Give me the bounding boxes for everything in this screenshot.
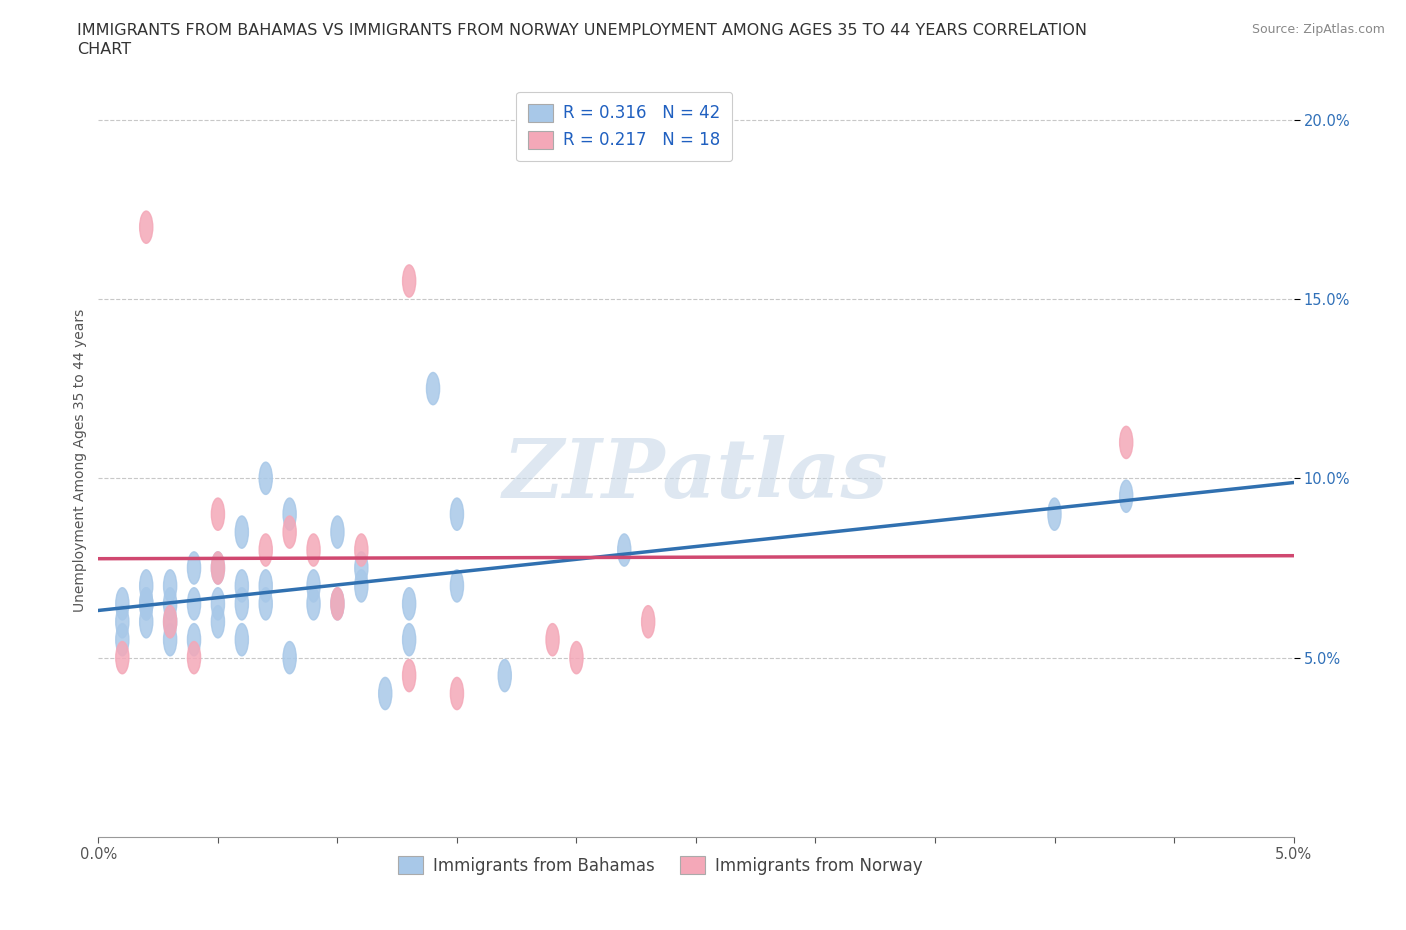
- Y-axis label: Unemployment Among Ages 35 to 44 years: Unemployment Among Ages 35 to 44 years: [73, 309, 87, 612]
- Legend: Immigrants from Bahamas, Immigrants from Norway: Immigrants from Bahamas, Immigrants from…: [391, 849, 929, 882]
- Text: CHART: CHART: [77, 42, 131, 57]
- Text: ZIPatlas: ZIPatlas: [503, 435, 889, 515]
- Text: IMMIGRANTS FROM BAHAMAS VS IMMIGRANTS FROM NORWAY UNEMPLOYMENT AMONG AGES 35 TO : IMMIGRANTS FROM BAHAMAS VS IMMIGRANTS FR…: [77, 23, 1087, 38]
- Text: Source: ZipAtlas.com: Source: ZipAtlas.com: [1251, 23, 1385, 36]
